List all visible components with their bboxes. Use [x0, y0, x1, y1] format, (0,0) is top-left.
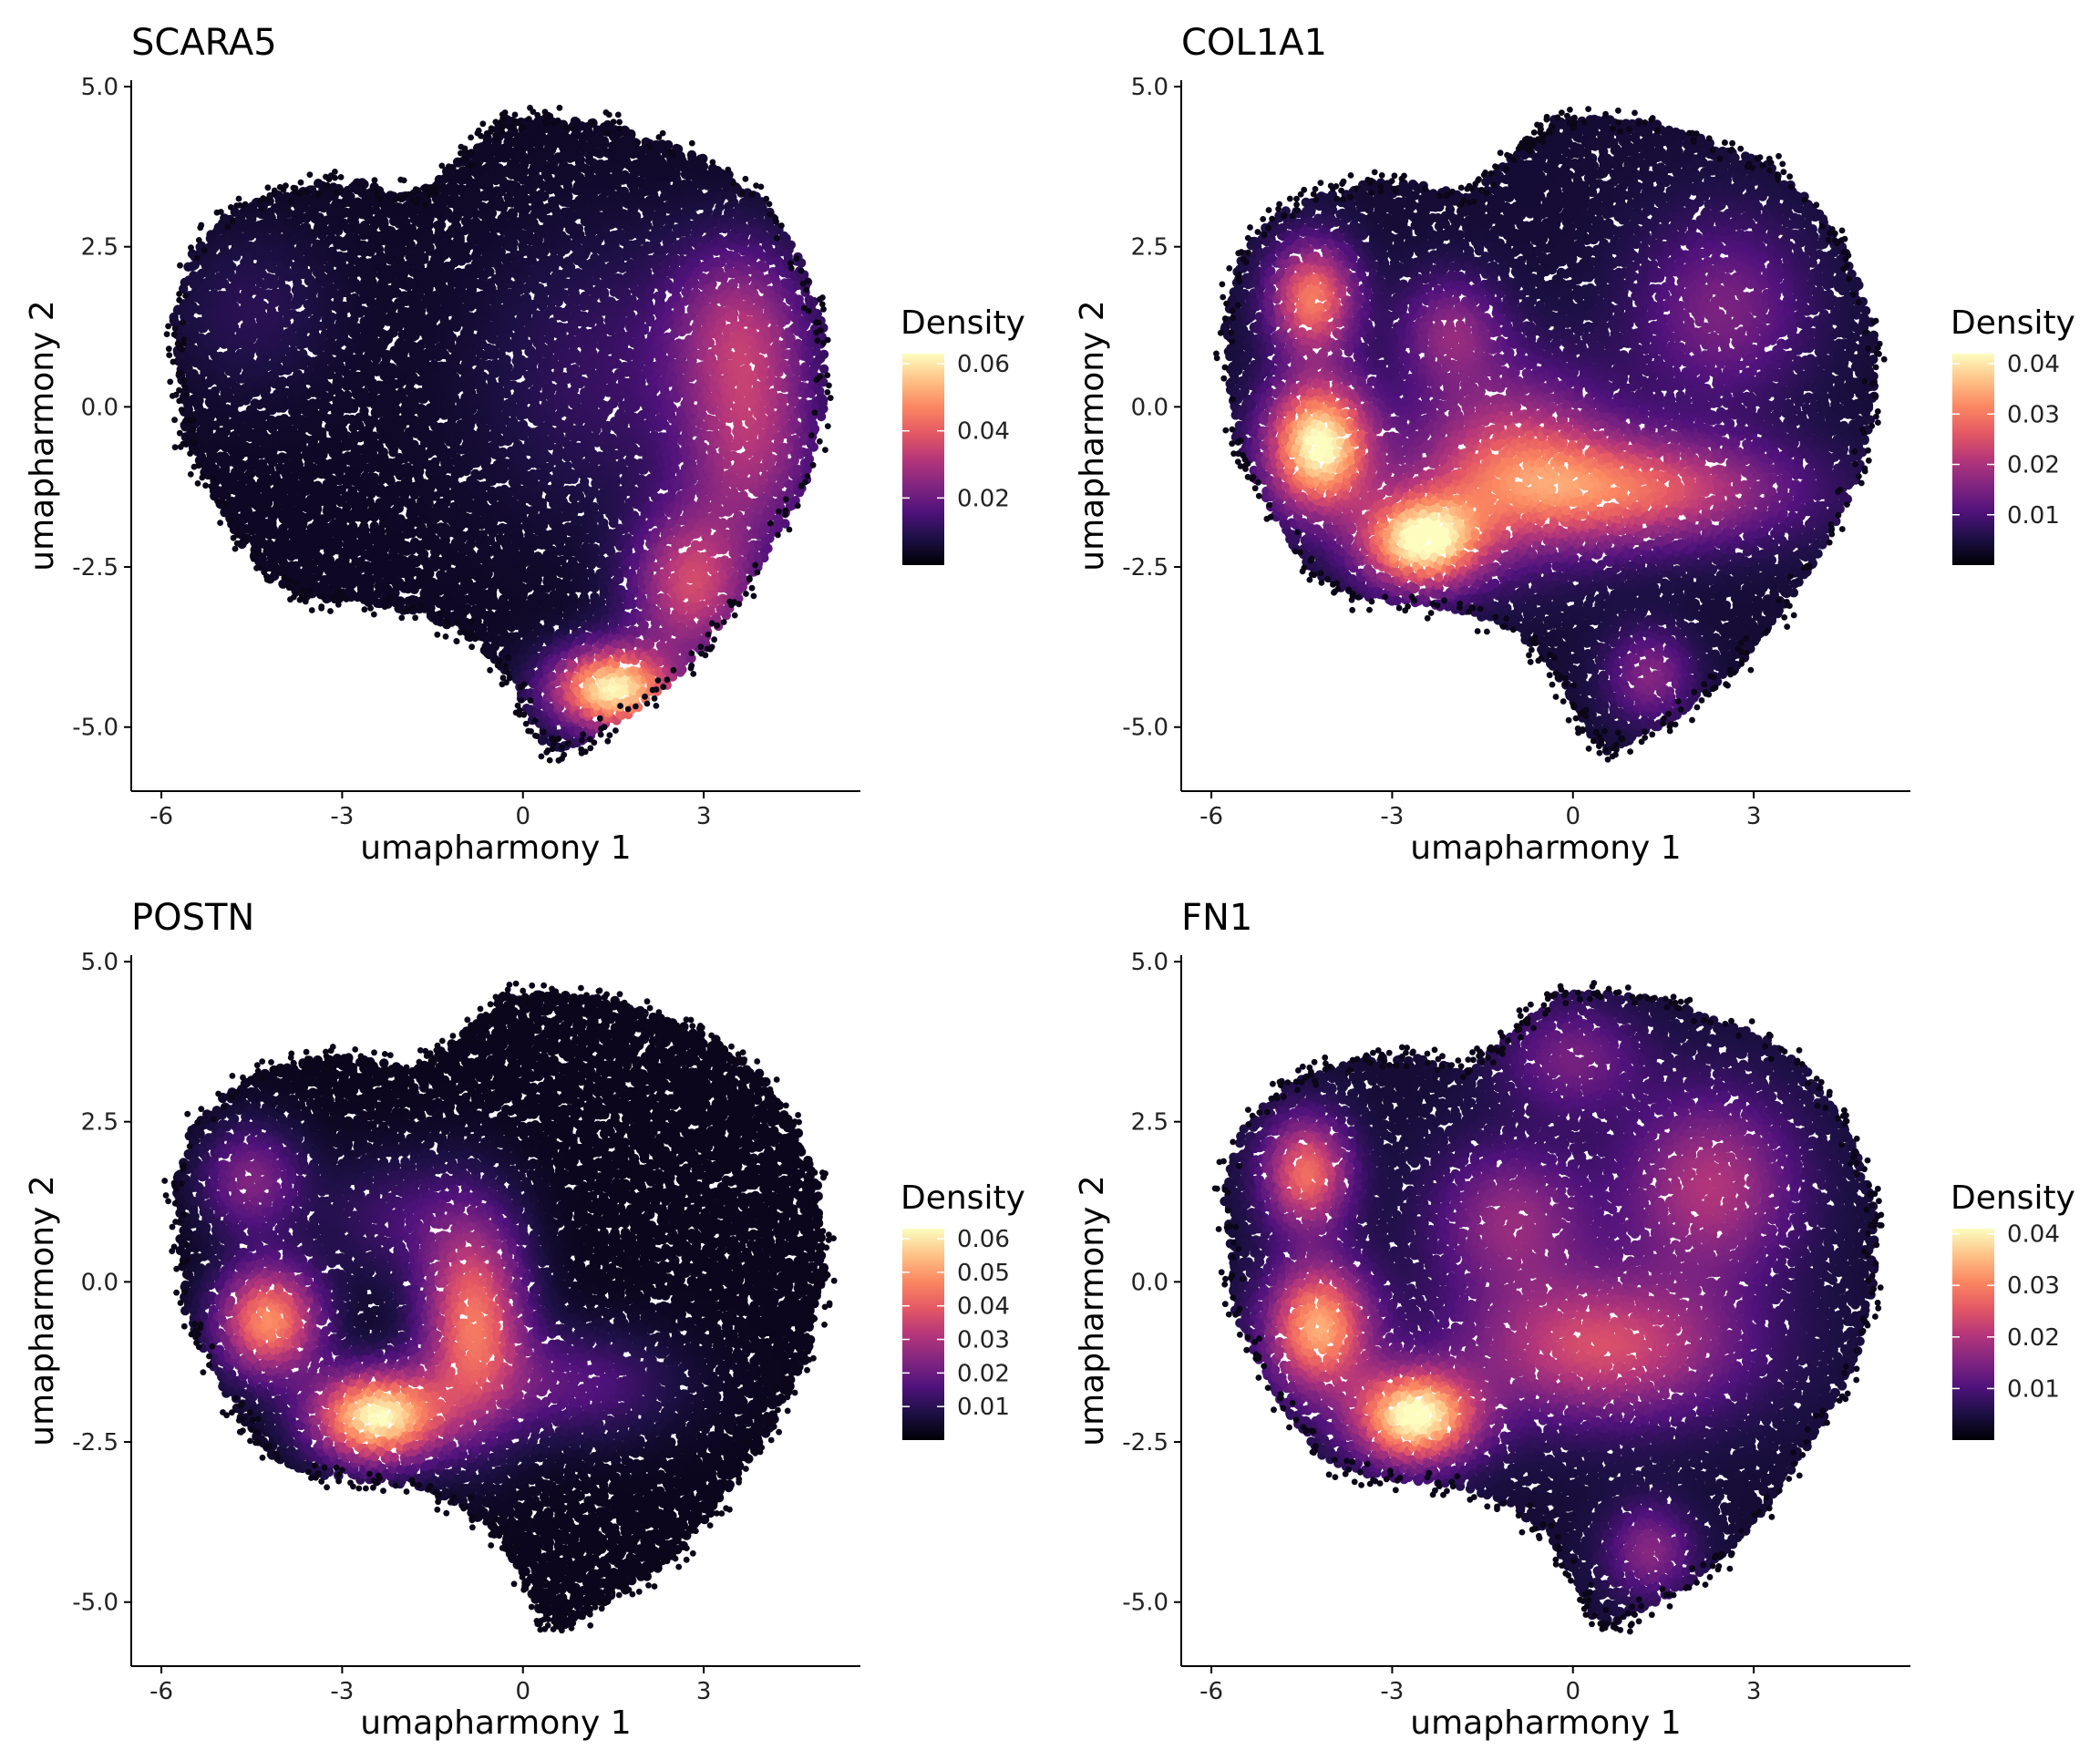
cell-point — [367, 277, 377, 287]
cell-point — [179, 351, 190, 361]
cell-point — [332, 378, 342, 388]
cell-point — [510, 138, 521, 148]
cell-point — [256, 539, 266, 549]
cell-point — [301, 222, 312, 232]
cell-point — [388, 288, 398, 299]
cell-point — [230, 322, 240, 333]
cell-point — [507, 307, 518, 317]
cell-point — [406, 240, 416, 250]
cell-point — [379, 216, 389, 227]
cell-point — [384, 225, 394, 235]
cell-point — [419, 254, 429, 264]
panel-scara5: SCARA5 -6 -3 0 3 5.0 2.5 0.0 -2.5 -5.0 umapharmony… — [0, 0, 1050, 875]
cell-point — [429, 462, 440, 472]
cell-point — [449, 383, 459, 393]
cell-point — [418, 549, 429, 560]
cell-point — [337, 252, 348, 263]
cell-point — [509, 238, 519, 248]
cell-point — [195, 390, 205, 401]
cell-point — [359, 180, 369, 190]
cell-point — [482, 267, 492, 278]
cell-point — [266, 212, 276, 222]
cell-point — [439, 196, 449, 207]
cell-point — [449, 393, 459, 403]
cell-point — [296, 284, 306, 294]
cell-point — [501, 355, 511, 365]
cell-point — [342, 390, 353, 400]
cell-point — [189, 369, 199, 379]
cell-point — [210, 391, 220, 402]
cell-point — [466, 549, 477, 559]
cell-point — [460, 252, 470, 262]
cell-point — [221, 453, 231, 463]
cell-point — [450, 372, 460, 383]
cell-point — [287, 236, 297, 246]
cell-point — [377, 262, 388, 273]
cell-point — [219, 291, 229, 301]
cell-point — [270, 362, 281, 372]
cell-point — [189, 271, 199, 281]
cell-point — [307, 231, 318, 242]
density-cloud — [163, 104, 834, 764]
cell-point — [434, 228, 444, 239]
cell-point — [449, 504, 459, 514]
cell-point — [220, 213, 230, 223]
chart-title: SCARA5 — [131, 22, 277, 64]
cell-point — [220, 413, 230, 423]
cell-point — [485, 535, 496, 546]
cell-point — [383, 362, 394, 372]
cell-point — [224, 259, 234, 269]
cell-point — [430, 421, 440, 431]
cell-point — [409, 481, 419, 492]
cell-point — [490, 433, 500, 443]
cell-point — [445, 329, 455, 340]
cell-point — [210, 350, 220, 361]
cell-point — [226, 349, 236, 360]
cell-point — [409, 439, 419, 449]
cell-point — [313, 480, 323, 490]
cell-point — [229, 312, 240, 322]
cell-point — [235, 269, 245, 280]
cell-point — [190, 260, 200, 270]
cell-point — [229, 433, 240, 443]
cell-point — [265, 465, 275, 475]
cell-point — [170, 317, 180, 328]
cell-point — [179, 283, 189, 294]
cell-point — [332, 400, 342, 410]
cell-point — [440, 523, 451, 534]
cell-point — [209, 291, 219, 301]
cell-point — [193, 403, 204, 413]
chart-scara5: SCARA5-6 -3 0 35.02.50.0-2.5-5.0umapharmony… — [24, 22, 1025, 867]
cell-point — [221, 465, 231, 475]
cell-point — [200, 345, 211, 355]
cell-point — [424, 231, 434, 242]
cell-point — [374, 244, 385, 254]
cell-point — [377, 448, 388, 458]
cell-point — [230, 246, 240, 256]
cell-point — [230, 302, 240, 312]
cell-point — [313, 571, 323, 582]
cell-point — [455, 340, 466, 350]
cell-point — [496, 199, 506, 210]
cell-point — [496, 234, 506, 245]
cell-point — [380, 543, 390, 553]
cell-point — [211, 452, 221, 462]
cell-point — [476, 438, 486, 448]
cell-point — [190, 329, 200, 339]
cell-point — [348, 521, 358, 531]
cell-point — [173, 304, 183, 314]
cell-point — [487, 283, 497, 293]
cell-point — [246, 478, 256, 489]
cell-point — [281, 284, 292, 294]
cell-point — [255, 367, 265, 377]
cell-point — [476, 609, 487, 620]
cell-point — [367, 378, 378, 388]
